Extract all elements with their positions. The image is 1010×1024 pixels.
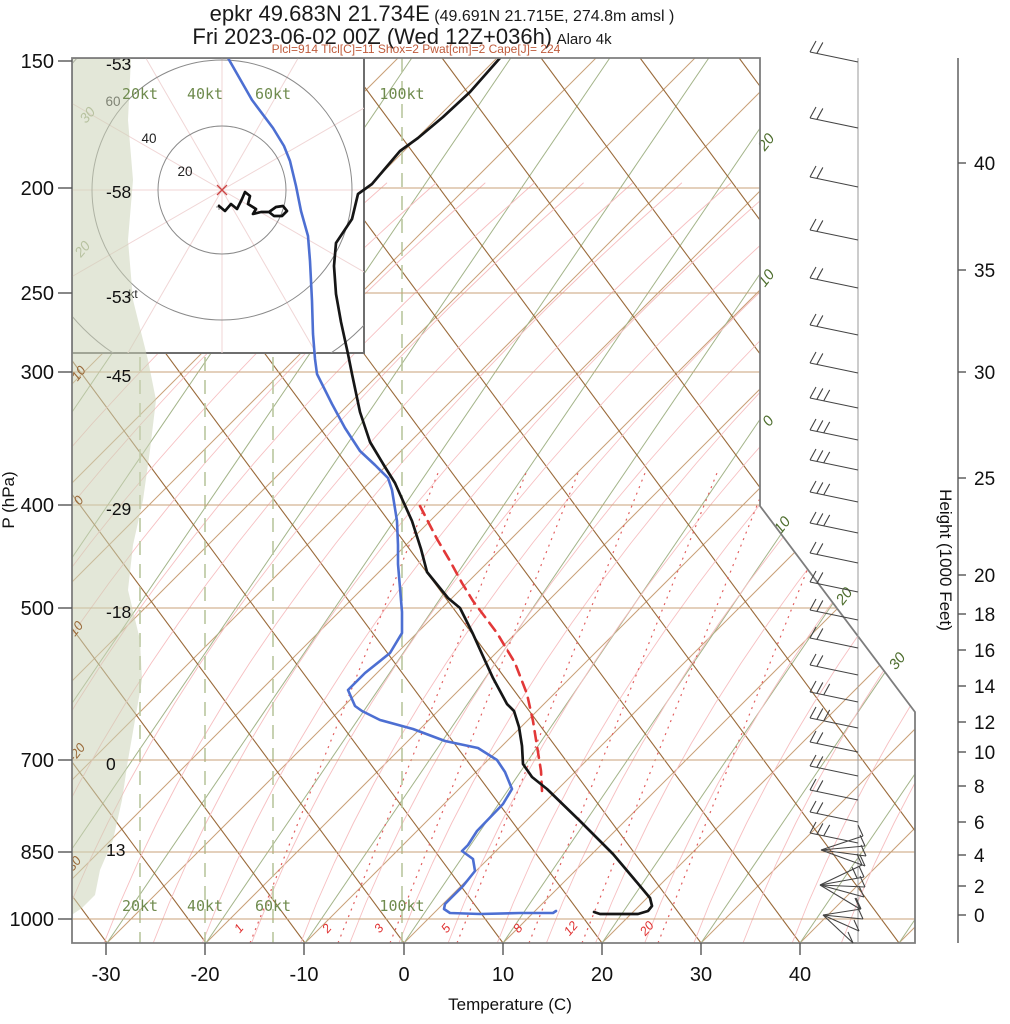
svg-text:5: 5 <box>438 921 453 935</box>
parcel-curve <box>418 504 544 793</box>
svg-text:200: 200 <box>21 178 54 200</box>
svg-text:8: 8 <box>974 777 985 798</box>
svg-text:18: 18 <box>974 605 995 626</box>
svg-text:2: 2 <box>319 921 335 936</box>
mixing-ratio-lines <box>249 469 848 943</box>
svg-text:35: 35 <box>974 261 995 282</box>
svg-text:0: 0 <box>398 964 409 986</box>
svg-text:60kt: 60kt <box>255 85 291 103</box>
height-axis-label: Height (1000 Feet) <box>936 489 955 631</box>
svg-text:20kt: 20kt <box>122 897 158 915</box>
svg-text:40: 40 <box>141 131 156 146</box>
page-title: epkr 49.683N 21.734E (49.691N 21.715E, 2… <box>210 1 675 27</box>
svg-text:2: 2 <box>974 877 985 898</box>
svg-text:kt: kt <box>128 287 138 301</box>
svg-text:-45: -45 <box>106 366 131 386</box>
svg-text:-18: -18 <box>106 602 131 622</box>
svg-text:100kt: 100kt <box>379 897 424 915</box>
svg-text:20kt: 20kt <box>122 85 158 103</box>
dewpoint-curve <box>226 58 558 916</box>
svg-text:10: 10 <box>755 266 779 290</box>
svg-text:20: 20 <box>177 164 192 179</box>
svg-text:30: 30 <box>690 964 712 986</box>
svg-text:20: 20 <box>636 919 656 939</box>
svg-text:850: 850 <box>21 842 54 864</box>
wind-barbs <box>809 40 867 944</box>
svg-text:500: 500 <box>21 598 54 620</box>
svg-text:14: 14 <box>974 677 996 698</box>
svg-text:250: 250 <box>21 283 54 305</box>
svg-text:1000: 1000 <box>10 909 55 931</box>
svg-text:-30: -30 <box>92 964 121 986</box>
svg-text:4: 4 <box>974 846 985 867</box>
svg-text:20: 20 <box>974 566 995 587</box>
svg-text:-20: -20 <box>191 964 220 986</box>
svg-text:-58: -58 <box>106 182 131 202</box>
model-label: Alaro 4k <box>556 31 612 48</box>
sounding-indices: Plcl=914 Tlcl[C]=11 Shox=2 Pwat[cm]=2 Ca… <box>271 42 561 56</box>
temperature-curve <box>332 58 654 916</box>
svg-text:60kt: 60kt <box>255 897 291 915</box>
svg-text:Temperature (C): Temperature (C) <box>448 995 572 1014</box>
svg-text:20: 20 <box>754 130 779 155</box>
svg-text:0: 0 <box>759 412 778 430</box>
svg-text:40: 40 <box>974 154 995 175</box>
svg-text:150: 150 <box>21 51 54 73</box>
svg-text:-53: -53 <box>106 54 131 74</box>
svg-text:13: 13 <box>106 840 125 860</box>
svg-text:10: 10 <box>974 743 995 764</box>
valid-time: Fri 2023-06-02 00Z (Wed 12Z+036h) <box>192 24 553 49</box>
svg-text:Height (1000 Feet): Height (1000 Feet) <box>936 489 955 631</box>
plot-frame <box>71 57 916 944</box>
svg-text:40kt: 40kt <box>187 85 223 103</box>
svg-text:6: 6 <box>974 813 985 834</box>
svg-text:1: 1 <box>231 921 246 935</box>
svg-text:40: 40 <box>789 964 811 986</box>
station-subtitle: (49.691N 21.715E, 274.8m amsl ) <box>434 8 675 25</box>
svg-text:700: 700 <box>21 750 54 772</box>
station-title: epkr 49.683N 21.734E <box>209 1 430 26</box>
svg-text:10: 10 <box>492 964 514 986</box>
shaded-band <box>72 58 156 914</box>
svg-text:P (hPa): P (hPa) <box>0 471 18 528</box>
datetime-title: Fri 2023-06-02 00Z (Wed 12Z+036h) Alaro … <box>192 24 611 50</box>
svg-text:30: 30 <box>886 649 910 673</box>
svg-text:400: 400 <box>21 495 54 517</box>
svg-text:3: 3 <box>371 921 386 935</box>
level-temperature-labels: -53 -58 -53 -45 -29 -18 0 13 <box>106 54 131 860</box>
svg-text:0: 0 <box>974 906 985 927</box>
svg-text:12: 12 <box>974 713 995 734</box>
svg-text:-29: -29 <box>106 499 131 519</box>
svg-text:20: 20 <box>591 964 613 986</box>
svg-text:16: 16 <box>974 641 995 662</box>
svg-text:-53: -53 <box>106 287 131 307</box>
svg-text:12: 12 <box>561 919 581 939</box>
hodograph-trace <box>217 190 289 218</box>
svg-text:100kt: 100kt <box>379 85 424 103</box>
temperature-axis-label: Temperature (C) <box>448 995 572 1014</box>
pressure-axis-label: P (hPa) <box>0 471 18 528</box>
svg-text:-10: -10 <box>290 964 319 986</box>
plot-area: 204060kt3020-53-58-53-45-29-18013100-10-… <box>72 54 915 943</box>
svg-text:0: 0 <box>106 754 116 774</box>
svg-text:30: 30 <box>974 363 995 384</box>
svg-text:300: 300 <box>21 362 54 384</box>
svg-text:25: 25 <box>974 469 995 490</box>
svg-text:40kt: 40kt <box>187 897 223 915</box>
